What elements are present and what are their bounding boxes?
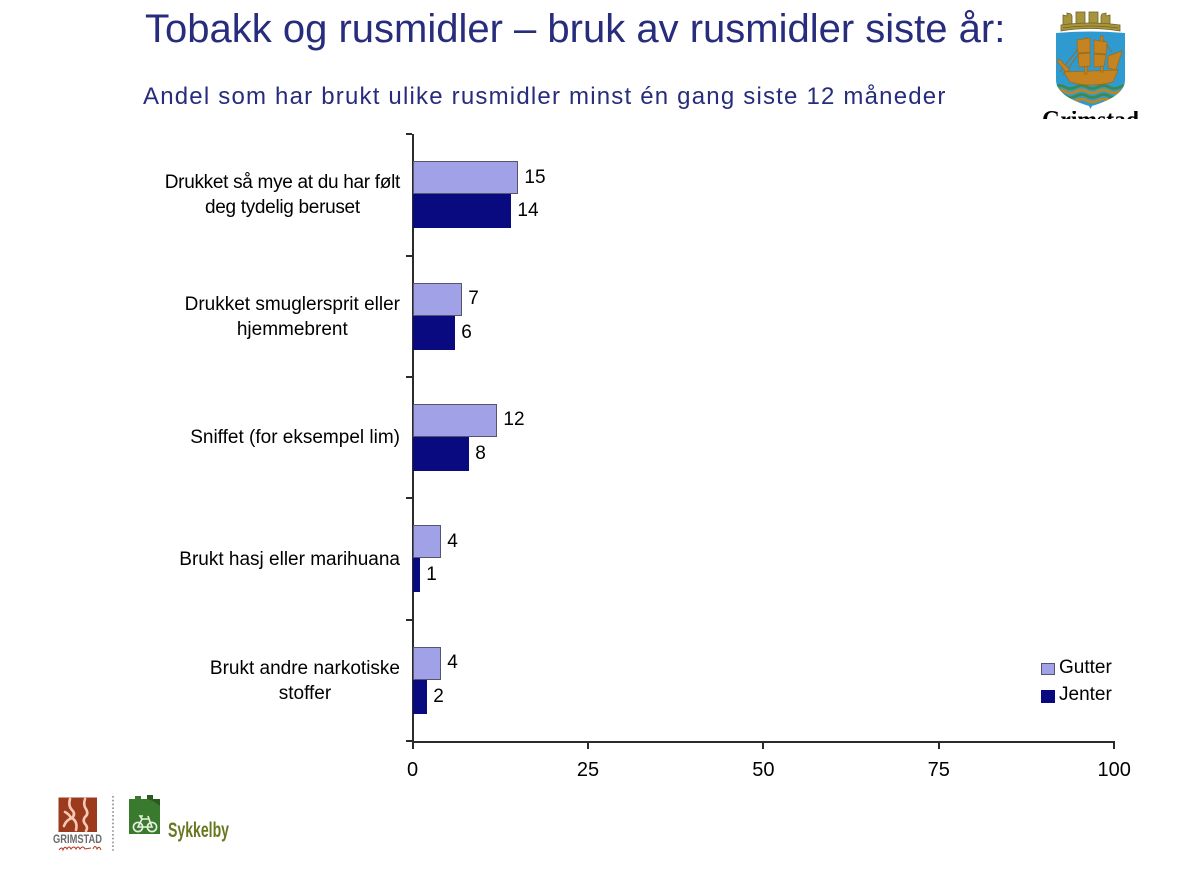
svg-text:Grimstad: Grimstad [1042, 111, 1139, 119]
svg-text:GRIMSTAD: GRIMSTAD [53, 834, 102, 846]
svg-text:Sykkelby: Sykkelby [168, 819, 229, 842]
